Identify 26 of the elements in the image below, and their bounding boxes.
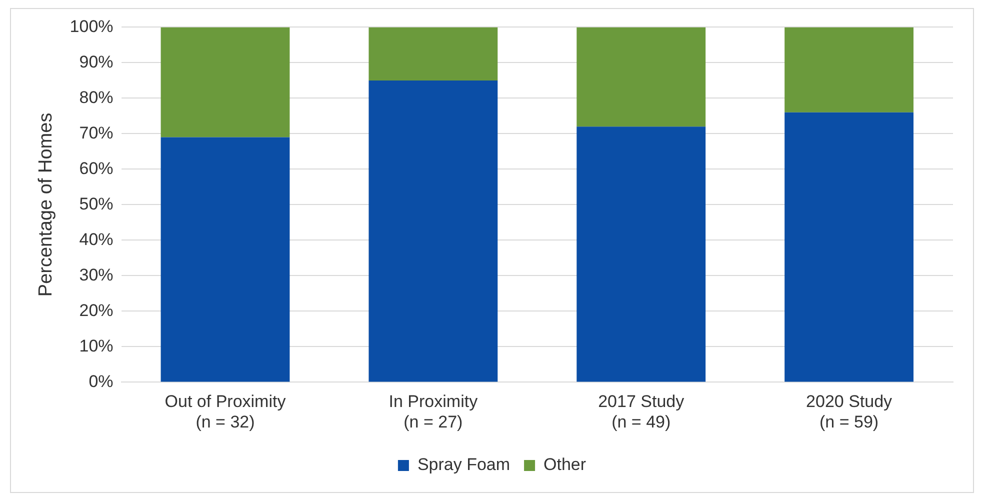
x-tick-label: 2017 Study (n = 49)	[598, 392, 685, 432]
bar	[576, 126, 706, 382]
y-tick-label: 100%	[70, 16, 114, 36]
y-tick-label: 90%	[79, 52, 114, 72]
x-tick-label: In Proximity (n = 27)	[388, 392, 478, 432]
bar	[160, 27, 290, 138]
y-tick-label: 20%	[79, 300, 114, 320]
legend-label: Other	[544, 455, 586, 474]
y-axis-title: Percentage of Homes	[36, 112, 57, 297]
y-tick-label: 40%	[79, 230, 114, 249]
y-tick-label: 10%	[79, 336, 114, 356]
bar	[160, 137, 290, 382]
y-tick-label: 0%	[88, 372, 114, 391]
x-tick-label: 2020 Study (n = 59)	[806, 392, 893, 432]
y-tick-label: 80%	[79, 88, 114, 107]
legend-label: Spray Foam	[417, 455, 510, 474]
y-tick-label: 50%	[79, 194, 114, 214]
x-tick-label: Out of Proximity (n = 32)	[164, 392, 286, 432]
bar	[576, 27, 706, 127]
bar	[368, 80, 498, 382]
bar	[368, 27, 498, 80]
y-tick-label: 30%	[79, 265, 114, 284]
bar	[784, 27, 914, 112]
bar	[784, 112, 914, 382]
y-tick-label: 60%	[79, 158, 114, 178]
y-tick-label: 70%	[79, 123, 114, 142]
